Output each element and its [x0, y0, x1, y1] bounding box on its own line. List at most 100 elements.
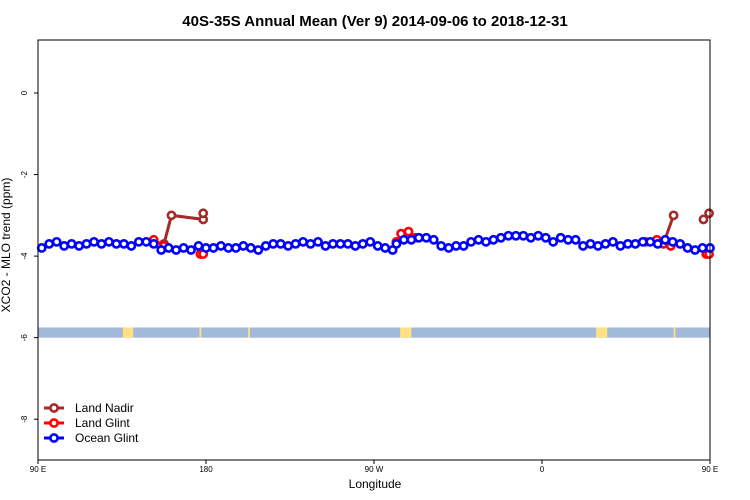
plot-area: [36, 208, 715, 259]
ocean-glint-point: [156, 245, 167, 255]
legend-item-land-glint: Land Glint: [44, 416, 130, 430]
ocean-glint-point: [413, 232, 424, 243]
legend-label: Ocean Glint: [75, 431, 139, 445]
ocean-glint-point: [533, 230, 544, 241]
ocean-glint-point: [593, 241, 603, 251]
ocean-glint-point: [466, 236, 476, 247]
ocean-glint-point: [335, 238, 346, 249]
plot-frame: [37, 39, 711, 461]
ocean-glint-point: [275, 238, 286, 249]
legend-swatch-point: [49, 418, 59, 428]
ocean-glint-point: [141, 236, 152, 247]
ocean-glint-point: [697, 243, 708, 253]
x-tick-label: 0: [540, 465, 545, 474]
ocean-glint-point: [111, 238, 122, 249]
ocean-glint-point: [555, 232, 566, 243]
legend-swatch-point: [49, 433, 59, 443]
ocean-glint-point: [690, 245, 700, 255]
ocean-glint-point: [563, 234, 574, 245]
ocean-glint-point: [645, 236, 656, 247]
ocean-glint-point: [253, 245, 264, 255]
ocean-glint-point: [540, 232, 551, 243]
ocean-glint-point: [473, 234, 484, 245]
ocean-glint-point: [133, 236, 144, 247]
x-tick-label: 90 W: [365, 465, 384, 474]
x-axis: 90 E 180 90 W 0 90 E: [30, 460, 718, 474]
ocean-glint-point: [675, 238, 686, 249]
ocean-glint-point: [421, 232, 432, 243]
ocean-glint-point: [171, 245, 182, 255]
land-patch: [673, 327, 676, 338]
ocean-glint-point: [245, 243, 256, 253]
y-tick-label: -4: [20, 252, 29, 260]
legend-item-ocean-glint: Ocean Glint: [44, 431, 139, 445]
land-glint-point: [403, 226, 414, 237]
ocean-glint-point: [298, 236, 308, 247]
ocean-glint-point: [208, 243, 219, 253]
ocean-glint-point: [428, 234, 439, 245]
ocean-glint-point: [193, 241, 204, 251]
x-tick-label: 90 E: [702, 465, 718, 474]
ocean-glint-point: [104, 236, 114, 247]
ocean-glint-point: [585, 238, 596, 249]
ocean-glint-point: [186, 245, 196, 255]
ocean-glint-point: [481, 236, 491, 247]
land-patch: [596, 327, 608, 338]
chart-title: 40S-35S Annual Mean (Ver 9) 2014-09-06 t…: [182, 13, 567, 30]
ocean-glint-point: [608, 236, 618, 247]
land-patch: [248, 327, 250, 338]
ocean-glint-point: [350, 241, 361, 251]
y-tick-label: 0: [20, 90, 29, 95]
legend-swatch-point: [49, 403, 59, 413]
ocean-glint-point: [436, 241, 447, 251]
ocean-glint-point: [391, 238, 402, 249]
land-nadir-point: [704, 208, 714, 219]
ocean-glint-point: [406, 234, 417, 245]
ocean-glint-point: [148, 238, 159, 249]
ocean-glint-point: [81, 238, 92, 249]
ocean-glint-point: [118, 238, 129, 249]
ocean-glint-point: [637, 236, 648, 247]
ocean-glint-point: [510, 230, 521, 241]
ocean-glint-point: [320, 241, 331, 251]
ocean-glint-point: [238, 241, 249, 251]
y-tick-label: -6: [20, 334, 29, 342]
land-patch: [400, 327, 412, 338]
ocean-glint-point: [548, 236, 559, 247]
ocean-glint-point: [126, 241, 137, 251]
ocean-glint-point: [290, 238, 301, 249]
ocean-glint-point: [163, 243, 174, 253]
ocean-glint-point: [600, 238, 611, 249]
ocean-glint-point: [283, 241, 294, 251]
legend-item-land-nadir: Land Nadir: [44, 401, 134, 415]
ocean-glint-point: [36, 243, 47, 253]
ocean-glint-point: [488, 234, 499, 245]
ocean-glint-point: [357, 238, 368, 249]
ocean-glint-point: [496, 232, 506, 243]
ocean-glint-point: [260, 241, 271, 251]
ocean-glint-point: [622, 238, 633, 249]
ocean-glint-point: [44, 238, 55, 249]
ocean-glint-point: [178, 243, 189, 253]
ocean-glint-point: [372, 241, 383, 251]
x-tick-label: 180: [199, 465, 213, 474]
ocean-glint-point: [328, 238, 338, 249]
ocean-glint-point: [667, 236, 678, 247]
x-axis-label: Longitude: [349, 477, 402, 491]
ocean-glint-point: [503, 230, 514, 241]
land-nadir-point: [198, 208, 209, 219]
legend-label: Land Glint: [75, 416, 130, 430]
y-tick-label: -2: [20, 170, 29, 178]
land-nadir-point: [668, 210, 679, 221]
ocean-glint-point: [570, 234, 581, 245]
y-axis: 0 -2 -4 -6 -8: [20, 90, 38, 423]
ocean-glint-point: [451, 241, 462, 251]
ocean-glint-point: [398, 234, 409, 245]
ocean-glint-point: [342, 238, 353, 249]
ocean-strip: [38, 327, 710, 338]
ocean-glint-point: [96, 238, 107, 249]
ocean-glint-point: [443, 243, 454, 253]
ocean-glint-point: [223, 243, 234, 253]
ocean-glint-point: [380, 243, 391, 253]
